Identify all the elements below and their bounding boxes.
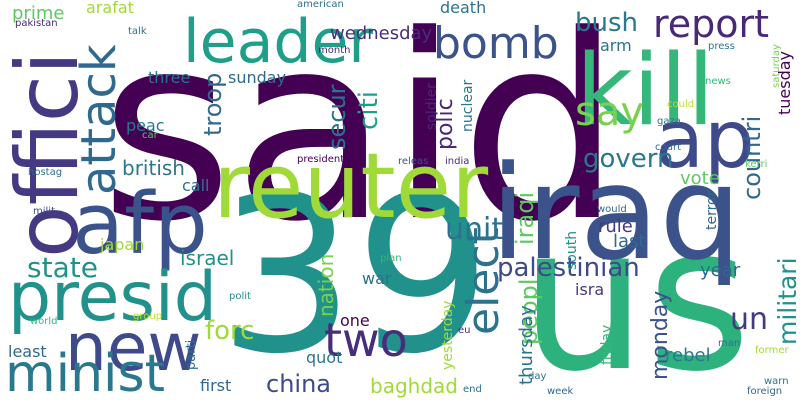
word-polit: polit (229, 291, 251, 302)
word-american: american (297, 0, 344, 10)
word-militari: militari (773, 257, 800, 345)
word-state: state (27, 251, 98, 284)
word-two: two (324, 313, 408, 367)
word-friday: friday (599, 324, 615, 365)
word-wednesday: wednesday (330, 23, 433, 44)
word-presidenti: presidenti (297, 154, 347, 165)
word-pakistan: pakistan (15, 18, 58, 29)
word-car: car (142, 130, 158, 141)
word-39: 39 (218, 150, 492, 400)
word-countri: countri (738, 115, 766, 200)
word-nuclear: nuclear (460, 79, 476, 132)
word-first: first (200, 376, 232, 395)
word-kerri: kerri (745, 159, 768, 170)
word-japan: japan (100, 235, 145, 254)
word-bush: bush (575, 8, 639, 38)
word-arm: arm (600, 36, 632, 55)
word-citi: citi (354, 91, 384, 130)
word-reuter: reuter (213, 134, 489, 239)
word-would: would (597, 204, 627, 215)
word-world: world (30, 316, 58, 327)
word-un: un (730, 302, 769, 337)
word-day: day (528, 371, 547, 382)
word-israel: israel (180, 246, 235, 270)
word-sunday: sunday (228, 68, 287, 87)
word-rule: rule (598, 216, 633, 237)
word-british: british (122, 156, 185, 180)
word-saturday: saturday (771, 44, 782, 88)
word-year: year (700, 260, 741, 281)
word-man: man (718, 338, 741, 349)
word-new: new (65, 309, 202, 386)
word-prime: prime (12, 3, 65, 24)
word-peac: peac (126, 116, 165, 135)
word-palestinian: palestinian (497, 253, 640, 283)
word-kill: kill (576, 34, 715, 148)
word-press: press (708, 41, 735, 52)
word-foreign: foreign (747, 386, 783, 397)
word-monday: monday (648, 290, 673, 380)
word-court: court (655, 142, 681, 153)
word-unit: unit (445, 212, 504, 247)
word-releas: releas (398, 156, 429, 167)
word-leader: leader (183, 7, 374, 77)
word-terror: terror (704, 190, 720, 230)
word-govern: govern (583, 144, 674, 174)
word-say: say (575, 89, 645, 135)
word-south: south (564, 230, 580, 270)
word-china: china (266, 370, 331, 398)
word-ap: ap (655, 93, 755, 186)
word-iraqi: iraqi (511, 191, 539, 245)
word-least: least (8, 342, 47, 361)
word-forc: forc (205, 316, 255, 346)
word-yesterday: yesterday (440, 300, 456, 370)
word-soldier: soldier (424, 83, 440, 130)
word-minist: minist (5, 344, 165, 400)
word-plan: plan (380, 253, 402, 264)
word-one: one (340, 311, 370, 330)
word-month: month (318, 45, 351, 56)
word-war: war (362, 269, 392, 288)
word-presid: presid (8, 258, 217, 337)
word-secur: secur (323, 84, 351, 150)
word-vote: vote (680, 168, 720, 189)
word-death: death (440, 0, 487, 17)
word-rebel: rebel (665, 345, 711, 366)
word-us: us (520, 183, 751, 400)
word-gaza: gaza (657, 116, 681, 127)
word-arafat: arafat (86, 0, 134, 17)
word-quot: quot (306, 348, 343, 367)
word-troop: troop (199, 72, 227, 136)
word-last: last (613, 231, 646, 252)
word-milit: milit (33, 206, 55, 217)
word-attack: attack (71, 44, 127, 195)
word-iraq: iraq (490, 137, 742, 289)
word-isra: isra (575, 280, 605, 299)
word-call: call (182, 176, 210, 195)
word-warn: warn (764, 376, 789, 387)
word-news: news (705, 76, 731, 87)
word-report: report (653, 2, 770, 46)
word-three: three (148, 68, 191, 87)
word-parti: parti (184, 339, 199, 370)
word-week: week (547, 386, 574, 397)
word-end: end (463, 384, 482, 395)
word-baghdad: baghdad (370, 374, 458, 398)
word-india: india (445, 156, 470, 167)
word-nation: nation (314, 253, 338, 317)
word-could: could (667, 99, 695, 110)
word-hostag: hostag (28, 167, 63, 178)
word-bomb: bomb (433, 18, 559, 69)
word-eu: eu (458, 325, 471, 336)
word-said: said (100, 0, 622, 278)
word-group: group (133, 311, 163, 322)
word-afp: afp (72, 175, 208, 274)
word-former: former (755, 345, 789, 356)
word-talk: talk (128, 26, 147, 37)
